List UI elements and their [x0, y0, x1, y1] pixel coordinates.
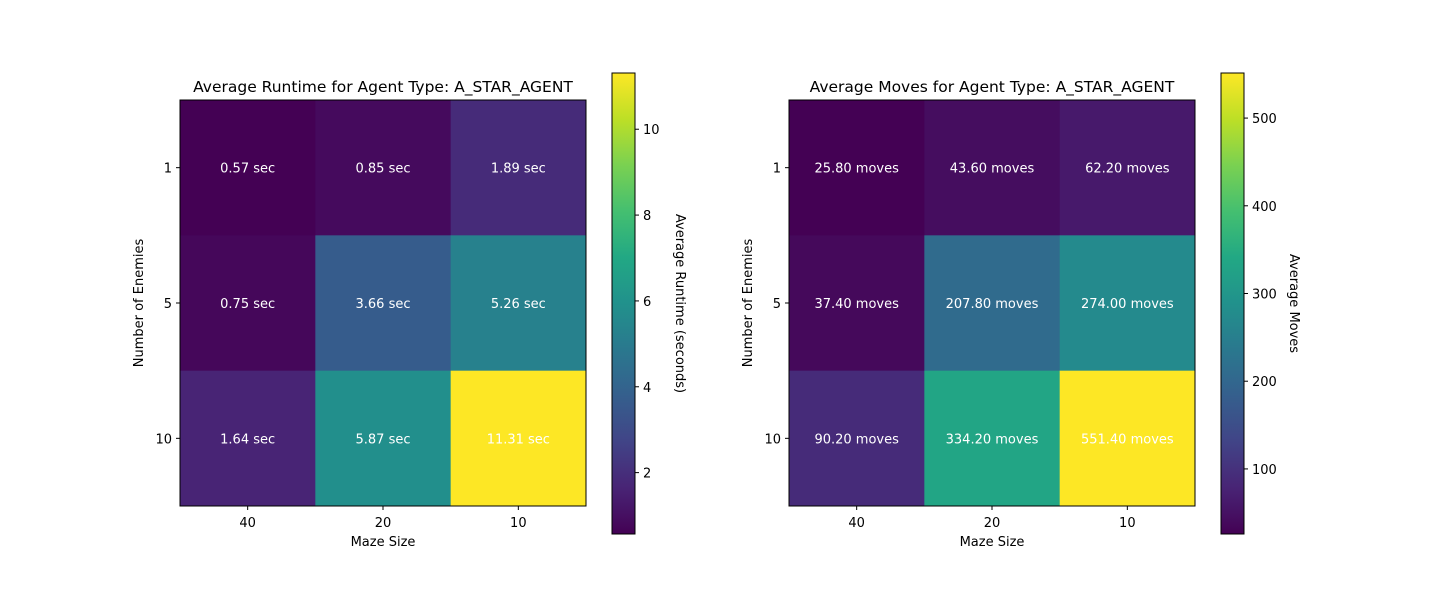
y-tick-label: 5	[164, 297, 172, 312]
colorbar-tick-label: 300	[1252, 288, 1277, 303]
cell-label: 0.75 sec	[220, 297, 275, 312]
colorbar-tick-label: 100	[1252, 463, 1277, 478]
heatmap-cell	[315, 235, 452, 372]
y-tick-label: 5	[773, 297, 781, 312]
heatmap-cell	[450, 370, 587, 507]
heatmap-cell	[1059, 235, 1196, 372]
heatmap-cell	[1059, 370, 1196, 507]
x-axis-label: Maze Size	[960, 535, 1025, 550]
heatmap-cell	[315, 370, 452, 507]
heatmap-cell	[924, 370, 1061, 507]
colorbar-tick-label: 8	[643, 209, 651, 224]
cell-label: 25.80 moves	[814, 162, 899, 177]
heatmap-cell	[789, 370, 925, 507]
colorbar-tick-label: 200	[1252, 375, 1277, 390]
cell-label: 551.40 moves	[1081, 432, 1174, 447]
heatmap-cell	[315, 100, 452, 236]
y-axis-label: Number of Enemies	[132, 239, 147, 368]
cell-label: 207.80 moves	[946, 297, 1039, 312]
x-tick-label: 20	[984, 516, 1001, 531]
heatmap-cell	[450, 100, 587, 236]
x-tick-label: 20	[375, 516, 392, 531]
heatmap-cell	[450, 235, 587, 372]
cell-label: 274.00 moves	[1081, 297, 1174, 312]
colorbar	[1220, 72, 1245, 535]
heatmap-cell	[924, 100, 1061, 236]
colorbar	[611, 72, 636, 535]
colorbar-tick-label: 10	[643, 123, 660, 138]
y-tick-label: 10	[764, 432, 781, 447]
chart-title: Average Moves for Agent Type: A_STAR_AGE…	[810, 78, 1175, 97]
colorbar-tick-label: 4	[643, 381, 651, 396]
heatmap-cell	[180, 100, 316, 236]
cell-label: 90.20 moves	[814, 432, 899, 447]
cell-label: 11.31 sec	[487, 432, 550, 447]
heatmap-cell	[180, 235, 316, 372]
colorbar-tick-label: 400	[1252, 200, 1277, 215]
cell-label: 62.20 moves	[1085, 162, 1170, 177]
cell-label: 1.89 sec	[491, 162, 546, 177]
cell-label: 0.57 sec	[220, 162, 275, 177]
chart-title: Average Runtime for Agent Type: A_STAR_A…	[193, 78, 573, 97]
cell-label: 334.20 moves	[946, 432, 1039, 447]
cell-label: 5.87 sec	[356, 432, 411, 447]
colorbar-tick-label: 500	[1252, 112, 1277, 127]
heatmap-cell	[180, 370, 316, 507]
x-tick-label: 10	[1119, 516, 1136, 531]
x-tick-label: 40	[239, 516, 256, 531]
heatmap-panel-1: 0.57 sec 0.85 sec 1.89 sec 0.75 sec 3.66 sec…	[132, 72, 687, 550]
x-tick-label: 40	[848, 516, 865, 531]
cell-label: 3.66 sec	[356, 297, 411, 312]
colorbar-tick-label: 6	[643, 295, 651, 310]
x-axis-label: Maze Size	[351, 535, 416, 550]
cell-label: 37.40 moves	[814, 297, 899, 312]
cell-label: 1.64 sec	[220, 432, 275, 447]
y-tick-label: 1	[773, 162, 781, 177]
y-tick-label: 10	[155, 432, 172, 447]
cell-label: 5.26 sec	[491, 297, 546, 312]
heatmap-cell	[789, 235, 925, 372]
cell-label: 43.60 moves	[950, 162, 1035, 177]
colorbar-label: Average Moves	[1286, 254, 1301, 353]
colorbar-tick-label: 2	[643, 467, 651, 482]
x-tick-label: 10	[510, 516, 527, 531]
y-axis-label: Number of Enemies	[741, 239, 756, 368]
heatmap-cell	[924, 235, 1061, 372]
colorbar-label: Average Runtime (seconds)	[672, 214, 687, 393]
y-tick-label: 1	[164, 162, 172, 177]
heatmap-cell	[1059, 100, 1196, 236]
heatmap-cell	[789, 100, 925, 236]
heatmap-panel-2: 25.80 moves 43.60 moves 62.20 moves 37.40 m…	[741, 72, 1301, 550]
cell-label: 0.85 sec	[356, 162, 411, 177]
